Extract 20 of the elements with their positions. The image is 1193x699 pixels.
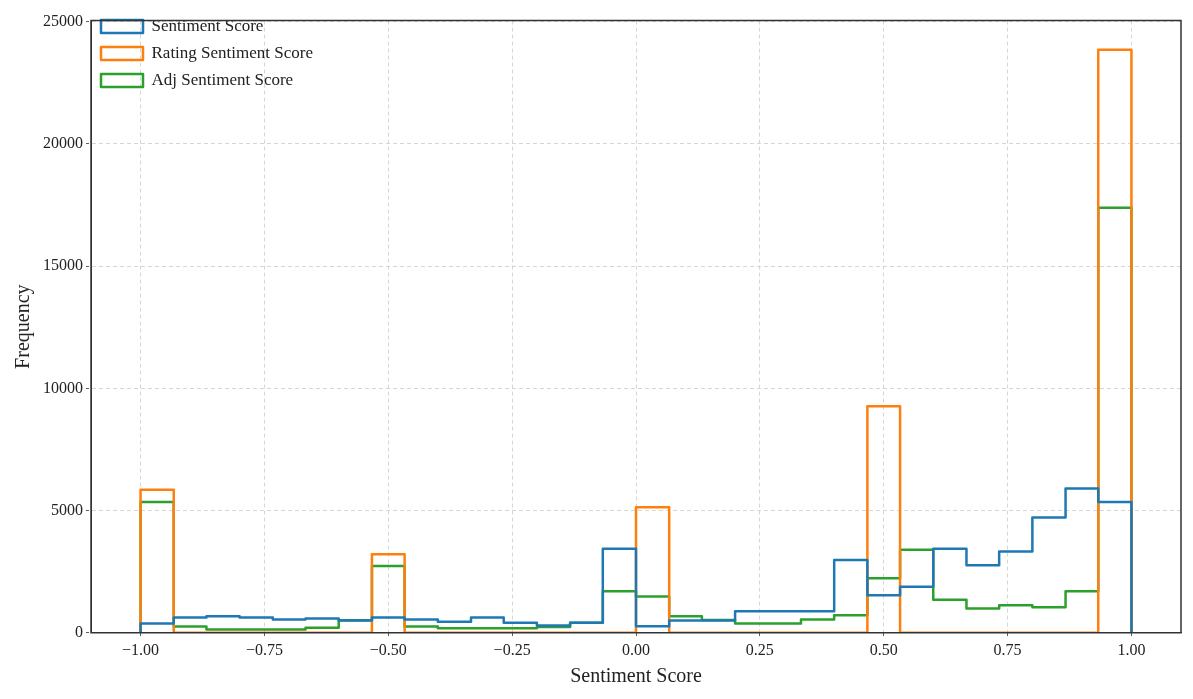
y-tick-label: 5000 — [51, 500, 83, 518]
legend-label: Sentiment Score — [151, 15, 264, 35]
x-tick-label: 0.25 — [745, 640, 774, 658]
x-tick-label: 1.00 — [1117, 640, 1146, 658]
y-tick-label: 15000 — [43, 256, 83, 274]
x-tick-label: 0.50 — [869, 640, 898, 658]
x-tick-label: 0.00 — [622, 640, 650, 658]
legend-label: Rating Sentiment Score — [151, 42, 313, 62]
x-tick-label: −0.50 — [369, 640, 407, 658]
x-tick-label: −0.25 — [493, 640, 531, 658]
x-axis-title: Sentiment Score — [570, 664, 702, 687]
x-tick-label: 0.75 — [993, 640, 1022, 658]
y-tick-label: 10000 — [43, 378, 83, 396]
x-tick-label: −0.75 — [245, 640, 283, 658]
y-tick-label: 20000 — [43, 134, 83, 152]
x-tick-label: −1.00 — [122, 640, 160, 658]
legend-label: Adj Sentiment Score — [151, 69, 294, 89]
y-tick-label: 0 — [75, 623, 83, 640]
y-tick-label: 25000 — [43, 11, 83, 29]
y-axis-title: Frequency — [11, 284, 35, 369]
